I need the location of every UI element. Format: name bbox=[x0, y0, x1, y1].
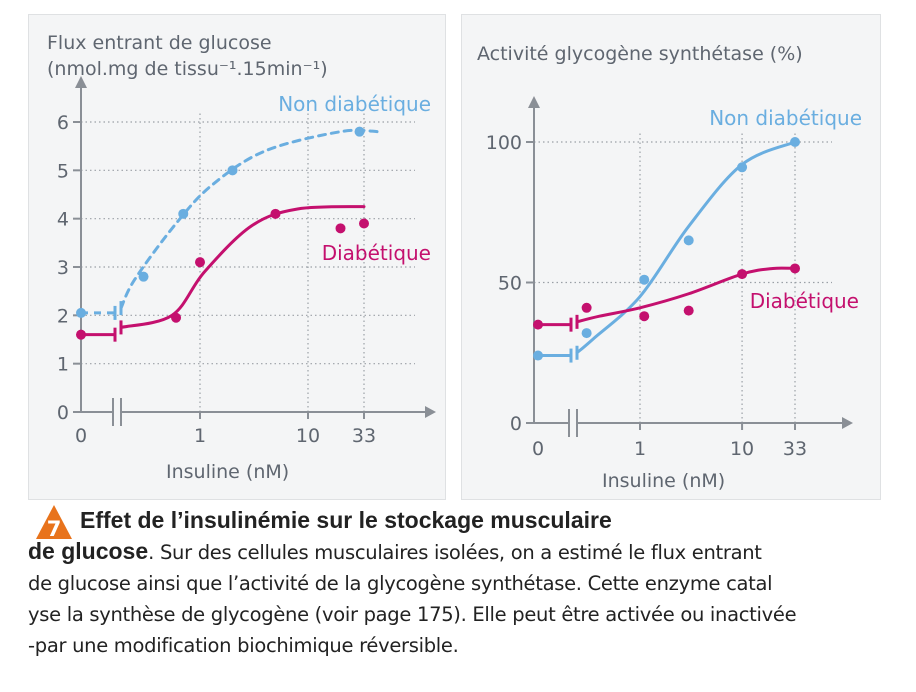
y-tick-label: 2 bbox=[57, 305, 69, 327]
data-point bbox=[359, 218, 369, 229]
y-axis-title: Activité glycogène synthétase (%) bbox=[477, 43, 803, 65]
series-curve bbox=[575, 140, 797, 355]
series-label: Diabétique bbox=[750, 289, 859, 313]
data-point bbox=[683, 305, 694, 316]
chart-panel-glucose-flux: Flux entrant de glucose (nmol.mg de tiss… bbox=[28, 14, 446, 500]
data-point bbox=[195, 257, 205, 268]
x-axis-title: Insuline (nM) bbox=[166, 461, 289, 483]
data-point bbox=[171, 312, 182, 323]
data-point bbox=[683, 235, 694, 246]
data-point bbox=[737, 162, 748, 173]
y-tick-label: 6 bbox=[57, 112, 69, 134]
chart-glycogen-synthase: Activité glycogène synthétase (%) Insuli… bbox=[477, 43, 862, 492]
data-point bbox=[335, 223, 346, 234]
x-axis-title: Insuline (nM) bbox=[602, 470, 725, 492]
caption-title-cont: de glucose bbox=[28, 538, 149, 564]
data-point bbox=[354, 126, 365, 137]
y-axis-title-line2: (nmol.mg de tissu⁻¹.15min⁻¹) bbox=[47, 58, 328, 80]
data-point bbox=[581, 302, 592, 313]
y-tick-label: 4 bbox=[57, 209, 69, 231]
series-curve bbox=[119, 205, 366, 329]
caption-body-4: -par une modification biochimique révers… bbox=[28, 634, 459, 657]
x-tick-label: 1 bbox=[194, 425, 206, 447]
data-point bbox=[270, 208, 281, 219]
x-tick-label: 0 bbox=[75, 425, 87, 447]
x-tick-label: 33 bbox=[783, 438, 807, 460]
data-point bbox=[639, 274, 650, 285]
data-point bbox=[639, 311, 650, 322]
y-axis-title-line1: Flux entrant de glucose bbox=[47, 32, 272, 54]
series-label: Non diabétique bbox=[278, 92, 431, 116]
data-point bbox=[790, 137, 800, 147]
x-tick-label: 10 bbox=[296, 425, 320, 447]
y-tick-label: 1 bbox=[57, 354, 69, 376]
caption-body-1: . Sur des cellules musculaires isolées, … bbox=[148, 541, 762, 564]
data-point bbox=[533, 319, 543, 330]
series-label: Non diabétique bbox=[709, 106, 862, 130]
data-point bbox=[533, 350, 543, 361]
series-curve bbox=[119, 128, 381, 310]
y-tick-label: 0 bbox=[57, 402, 69, 424]
y-tick-label: 5 bbox=[57, 160, 69, 182]
chart-glucose-flux: Flux entrant de glucose (nmol.mg de tiss… bbox=[47, 32, 436, 483]
x-tick-label: 0 bbox=[532, 438, 544, 460]
figure-number-badge: 7 bbox=[36, 505, 72, 541]
data-point bbox=[76, 329, 86, 340]
data-point bbox=[76, 307, 86, 318]
x-tick-label: 10 bbox=[730, 438, 754, 460]
x-axis-arrow bbox=[842, 417, 853, 429]
data-point bbox=[227, 165, 238, 176]
y-axis-arrow bbox=[75, 76, 87, 88]
series-label: Diabétique bbox=[322, 241, 431, 265]
x-axis-arrow bbox=[425, 406, 436, 418]
series-curve bbox=[575, 266, 797, 324]
y-axis-arrow bbox=[528, 96, 540, 108]
data-point bbox=[138, 271, 149, 282]
x-tick-label: 33 bbox=[352, 425, 376, 447]
y-tick-label: 3 bbox=[57, 257, 69, 279]
caption-title: Effet de l’insulinémie sur le stockage m… bbox=[80, 507, 612, 533]
data-point bbox=[581, 328, 592, 339]
figure-caption: Effet de l’insulinémie sur le stockage m… bbox=[28, 505, 908, 661]
chart-panel-glycogen-synthase: Activité glycogène synthétase (%) Insuli… bbox=[461, 14, 881, 500]
y-tick-label: 0 bbox=[510, 413, 522, 435]
y-tick-label: 100 bbox=[486, 132, 522, 154]
badge-triangle bbox=[36, 505, 72, 539]
figure-number: 7 bbox=[47, 517, 62, 541]
caption-body-2: de glucose ainsi que l’activité de la gl… bbox=[28, 572, 773, 595]
data-point bbox=[790, 263, 800, 274]
data-point bbox=[737, 269, 748, 280]
y-tick-label: 50 bbox=[498, 273, 522, 295]
x-tick-label: 1 bbox=[634, 438, 646, 460]
caption-body-3: yse la synthèse de glycogène (voir page … bbox=[28, 603, 797, 626]
data-point bbox=[178, 208, 189, 219]
